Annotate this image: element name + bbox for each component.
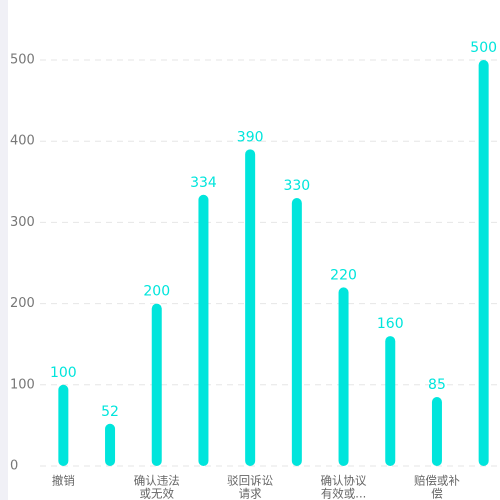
value-label: 52 [101, 404, 119, 420]
bar [385, 336, 396, 466]
bar [198, 194, 209, 467]
x-tick-label: 赔偿或补 [414, 474, 460, 488]
value-label: 100 [50, 365, 77, 381]
value-label: 330 [283, 178, 310, 194]
value-label: 160 [377, 316, 404, 332]
x-tick-label: 或无效 [140, 487, 175, 500]
y-tick-label: 100 [10, 377, 35, 392]
x-tick-label: 确认违法 [134, 474, 180, 488]
x-tick-label: 驳回诉讼 [227, 474, 273, 488]
bar [478, 60, 489, 466]
bar [105, 423, 116, 466]
x-tick-label: 有效或... [321, 487, 366, 500]
bar [291, 198, 302, 467]
value-label: 334 [190, 175, 217, 191]
y-tick-label: 0 [10, 459, 18, 474]
y-tick-label: 500 [10, 53, 35, 68]
bar [58, 384, 69, 466]
value-label: 220 [330, 267, 357, 283]
side-strip [0, 0, 8, 500]
x-tick-label: 撤销 [52, 474, 75, 488]
x-tick-label: 确认协议 [321, 474, 367, 488]
value-label: 390 [237, 129, 264, 145]
x-tick-label: 偿 [431, 487, 443, 500]
value-label: 200 [143, 284, 170, 300]
y-tick-label: 400 [10, 134, 35, 149]
y-tick-label: 200 [10, 296, 35, 311]
value-label: 85 [428, 377, 446, 393]
bar [151, 303, 162, 466]
bar [431, 396, 442, 466]
value-label: 500 [470, 40, 497, 56]
bar [245, 149, 256, 466]
x-tick-label: 请求 [239, 487, 262, 500]
bar [338, 287, 349, 466]
y-tick-label: 300 [10, 215, 35, 230]
